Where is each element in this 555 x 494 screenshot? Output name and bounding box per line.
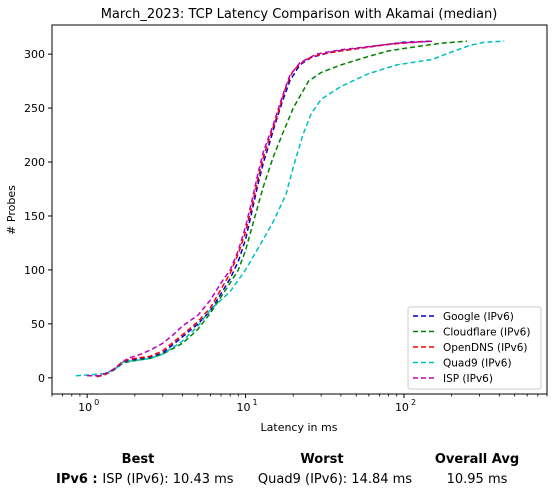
y-axis-label: # Probes (5, 185, 18, 235)
y-tick-label: 0 (38, 372, 45, 385)
y-tick-label: 250 (24, 102, 45, 115)
legend-box (407, 306, 542, 390)
y-tick-label: 50 (31, 318, 45, 331)
legend-label-4: ISP (IPv6) (443, 373, 493, 385)
chart-title: March_2023: TCP Latency Comparison with … (101, 7, 498, 22)
series-line-1 (96, 40, 468, 378)
y-tick-label: 150 (24, 210, 45, 223)
x-tick-label: 10 (395, 401, 409, 414)
plot-frame (51, 24, 548, 395)
series-line-3 (75, 40, 505, 377)
legend-label-1: Cloudflare (IPv6) (443, 327, 530, 339)
x-axis-label: Latency in ms (261, 421, 338, 434)
legend-label-2: OpenDNS (IPv6) (443, 342, 528, 354)
series-line-0 (96, 40, 432, 378)
x-tick-label: 10 (78, 401, 92, 414)
y-tick-label: 300 (24, 48, 45, 61)
y-tick-label: 200 (24, 156, 45, 169)
x-tick-exponent: 1 (253, 398, 258, 407)
series-line-2 (96, 40, 428, 378)
x-tick-label: 10 (237, 401, 251, 414)
legend-label-3: Quad9 (IPv6) (443, 358, 512, 370)
series-line-4 (87, 40, 432, 377)
x-tick-exponent: 2 (411, 398, 416, 407)
x-tick-exponent: 0 (94, 398, 99, 407)
y-tick-label: 100 (24, 264, 45, 277)
legend-label-0: Google (IPv6) (443, 311, 514, 323)
